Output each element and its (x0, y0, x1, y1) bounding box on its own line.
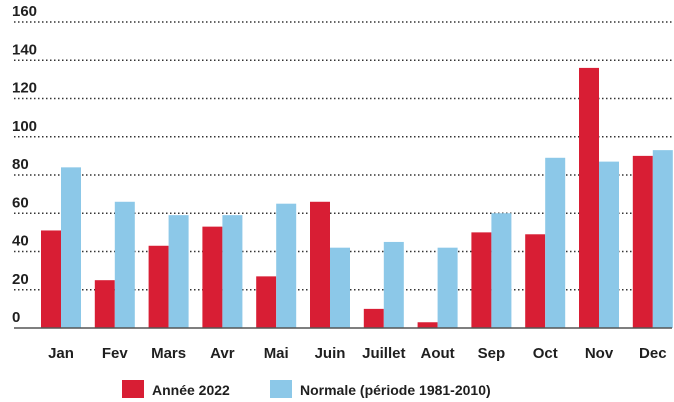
bar-annee-2022-avr (202, 226, 223, 328)
bar-annee-2022-sep (471, 232, 492, 328)
y-tick-label: 0 (12, 309, 20, 326)
x-tick-label: Sep (478, 345, 506, 362)
y-axis-tick-labels: 0 20 40 60 80 100 120 140 160 (12, 3, 37, 326)
legend-label-normale: Normale (période 1981-2010) (300, 382, 491, 398)
bars (41, 67, 673, 329)
x-tick-label: Dec (639, 345, 667, 362)
bar-annee-2022-dec (632, 155, 653, 328)
bar-normale-dec (652, 150, 673, 328)
bar-annee-2022-mars (148, 245, 169, 328)
y-tick-label: 100 (12, 118, 37, 135)
y-tick-label: 60 (12, 194, 29, 211)
bar-annee-2022-juillet (363, 308, 384, 328)
bar-normale-oct (545, 157, 566, 328)
x-tick-label: Nov (585, 345, 614, 362)
bar-annee-2022-juin (310, 201, 330, 328)
x-tick-label: Oct (533, 345, 558, 362)
y-tick-label: 120 (12, 80, 37, 97)
legend-label-annee-2022: Année 2022 (152, 382, 230, 398)
x-tick-label: Mars (151, 345, 186, 362)
legend-swatch-normale (270, 380, 292, 398)
x-tick-label: Jan (48, 345, 74, 362)
bar-normale-juin (330, 247, 350, 328)
x-tick-label: Mai (264, 345, 289, 362)
bar-normale-mars (168, 215, 189, 328)
bar-normale-jan (61, 167, 81, 328)
bar-normale-nov (599, 161, 619, 328)
bar-normale-juillet (383, 241, 404, 328)
y-tick-label: 140 (12, 41, 37, 58)
x-tick-label: Avr (210, 345, 235, 362)
bar-annee-2022-aout (417, 322, 438, 328)
bar-annee-2022-fev (94, 280, 115, 328)
bar-annee-2022-oct (525, 234, 546, 328)
bar-normale-fev (114, 201, 135, 328)
y-tick-label: 80 (12, 156, 29, 173)
bar-normale-avr (222, 215, 243, 328)
x-tick-label: Aout (421, 345, 455, 362)
y-tick-label: 20 (12, 271, 29, 288)
x-tick-label: Juillet (362, 345, 405, 362)
bar-normale-sep (491, 213, 512, 328)
bar-annee-2022-jan (41, 230, 61, 328)
x-tick-label: Fev (102, 345, 129, 362)
x-axis-category-labels: Jan Fev Mars Avr Mai Juin Juillet Aout Sep Oct Nov… (48, 345, 666, 362)
x-tick-label: Juin (315, 345, 346, 362)
y-tick-label: 160 (12, 3, 37, 20)
bar-annee-2022-nov (579, 67, 599, 329)
legend: Année 2022 Normale (période 1981-2010) (122, 380, 491, 398)
bar-normale-mai (276, 203, 297, 328)
bar-normale-aout (437, 247, 458, 328)
bar-annee-2022-mai (256, 276, 277, 328)
y-tick-label: 40 (12, 233, 29, 250)
legend-swatch-annee-2022 (122, 380, 144, 398)
